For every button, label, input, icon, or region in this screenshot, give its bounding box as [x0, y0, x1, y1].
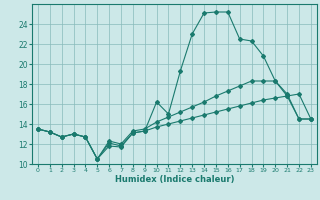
X-axis label: Humidex (Indice chaleur): Humidex (Indice chaleur) [115, 175, 234, 184]
